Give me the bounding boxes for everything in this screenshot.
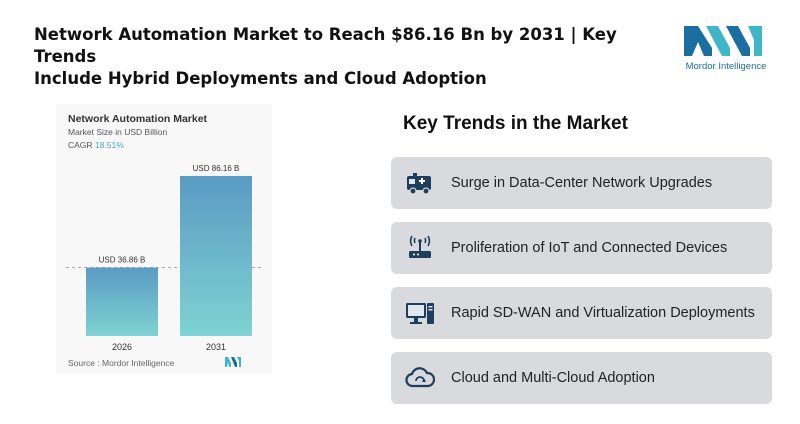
trend-item-data-center: Surge in Data-Center Network Upgrades	[391, 157, 772, 209]
trend-label: Surge in Data-Center Network Upgrades	[451, 175, 713, 191]
x-tick-2031: 2031	[206, 342, 226, 352]
data-label-2026: USD 36.86 B	[99, 256, 146, 265]
mordor-logo-icon	[684, 26, 762, 56]
trend-item-iot: Proliferation of IoT and Connected Devic…	[391, 222, 772, 274]
logo-text: Mordor Intelligence	[685, 61, 767, 72]
bar-2026	[86, 267, 158, 336]
x-tick-2026: 2026	[112, 342, 132, 352]
computer-icon	[406, 303, 434, 324]
trend-label: Cloud and Multi-Cloud Adoption	[451, 370, 655, 386]
cagr-label: CAGR	[68, 140, 93, 150]
chart-source: Source : Mordor Intelligence	[68, 358, 175, 368]
trend-item-sdwan: Rapid SD-WAN and Virtualization Deployme…	[391, 287, 772, 339]
chart-cagr: CAGR 18.51%	[68, 140, 124, 150]
headline-line-2: Include Hybrid Deployments and Cloud Ado…	[34, 69, 487, 88]
trend-label: Rapid SD-WAN and Virtualization Deployme…	[451, 305, 755, 321]
chart-subtitle: Market Size in USD Billion	[68, 127, 168, 137]
cagr-value: 18.51%	[94, 140, 124, 150]
headline-line-1: Network Automation Market to Reach $86.1…	[34, 25, 617, 66]
bar-chart: USD 36.86 B 2026 USD 86.16 B 2031	[66, 164, 262, 352]
data-label-2031: USD 86.16 B	[193, 164, 240, 173]
cloud-icon	[405, 367, 435, 388]
bar-2031	[180, 175, 252, 336]
chart-title: Network Automation Market	[68, 113, 208, 125]
trend-label: Proliferation of IoT and Connected Devic…	[451, 240, 728, 256]
mini-logo-icon	[225, 357, 241, 367]
router-icon	[409, 235, 431, 258]
ambulance-icon	[407, 173, 431, 195]
page-headline: Network Automation Market to Reach $86.1…	[34, 24, 674, 90]
trend-item-cloud: Cloud and Multi-Cloud Adoption	[391, 352, 772, 404]
key-trends-title: Key Trends in the Market	[403, 113, 628, 134]
